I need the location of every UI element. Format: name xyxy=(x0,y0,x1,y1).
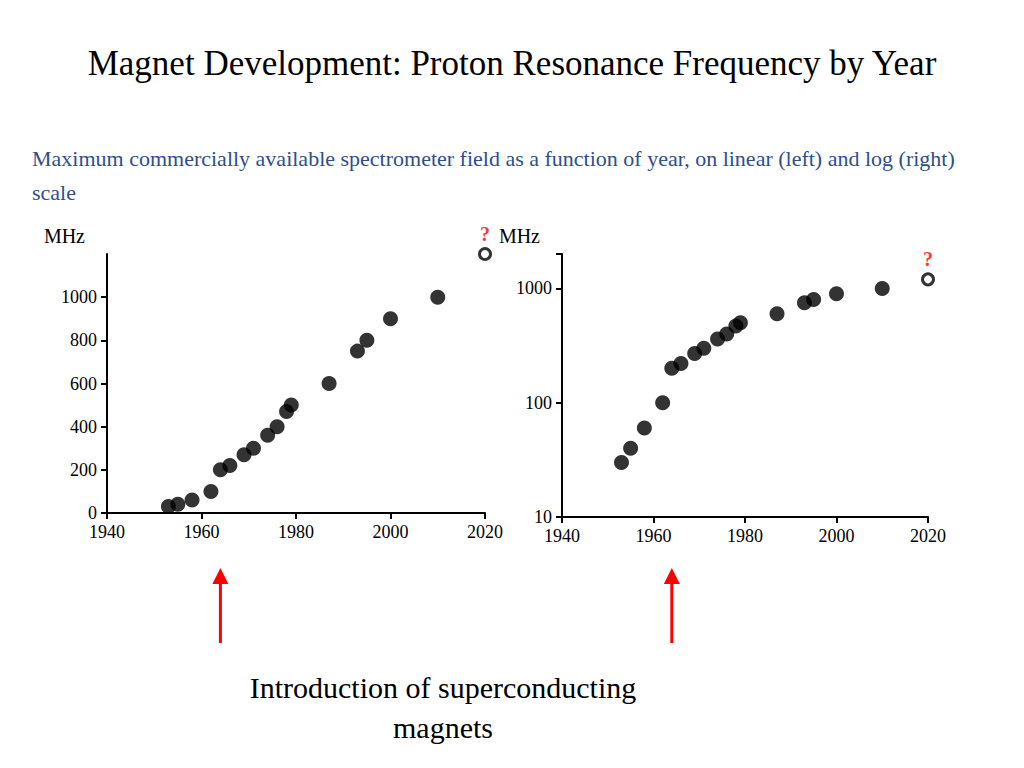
svg-text:1980: 1980 xyxy=(727,526,763,546)
svg-text:100: 100 xyxy=(525,393,552,413)
svg-text:0: 0 xyxy=(88,503,97,523)
svg-text:2020: 2020 xyxy=(467,522,503,542)
svg-text:1960: 1960 xyxy=(636,526,672,546)
svg-text:1940: 1940 xyxy=(544,526,580,546)
svg-text:?: ? xyxy=(480,223,490,245)
svg-text:2000: 2000 xyxy=(819,526,855,546)
svg-text:1940: 1940 xyxy=(89,522,125,542)
svg-text:800: 800 xyxy=(70,330,97,350)
svg-text:2000: 2000 xyxy=(373,522,409,542)
svg-text:1000: 1000 xyxy=(61,287,97,307)
html-text:Maximum commercially available: Maximum commercially available spectrome… xyxy=(32,146,955,205)
html-text:Introduction of superconductin: Introduction of superconducting magnets xyxy=(249,671,637,744)
svg-text:1960: 1960 xyxy=(184,522,220,542)
svg-text:2020: 2020 xyxy=(910,526,946,546)
svg-text:600: 600 xyxy=(70,374,97,394)
svg-text:10: 10 xyxy=(534,507,552,527)
svg-text:1980: 1980 xyxy=(278,522,314,542)
svg-text:1000: 1000 xyxy=(516,278,552,298)
svg-text:MHz: MHz xyxy=(499,225,540,247)
svg-text:200: 200 xyxy=(70,460,97,480)
svg-text:400: 400 xyxy=(70,417,97,437)
html-text:Magnet Development: Proton Res: Magnet Development: Proton Resonance Fre… xyxy=(87,44,937,83)
svg-text:MHz: MHz xyxy=(44,225,85,247)
svg-text:?: ? xyxy=(923,248,933,270)
